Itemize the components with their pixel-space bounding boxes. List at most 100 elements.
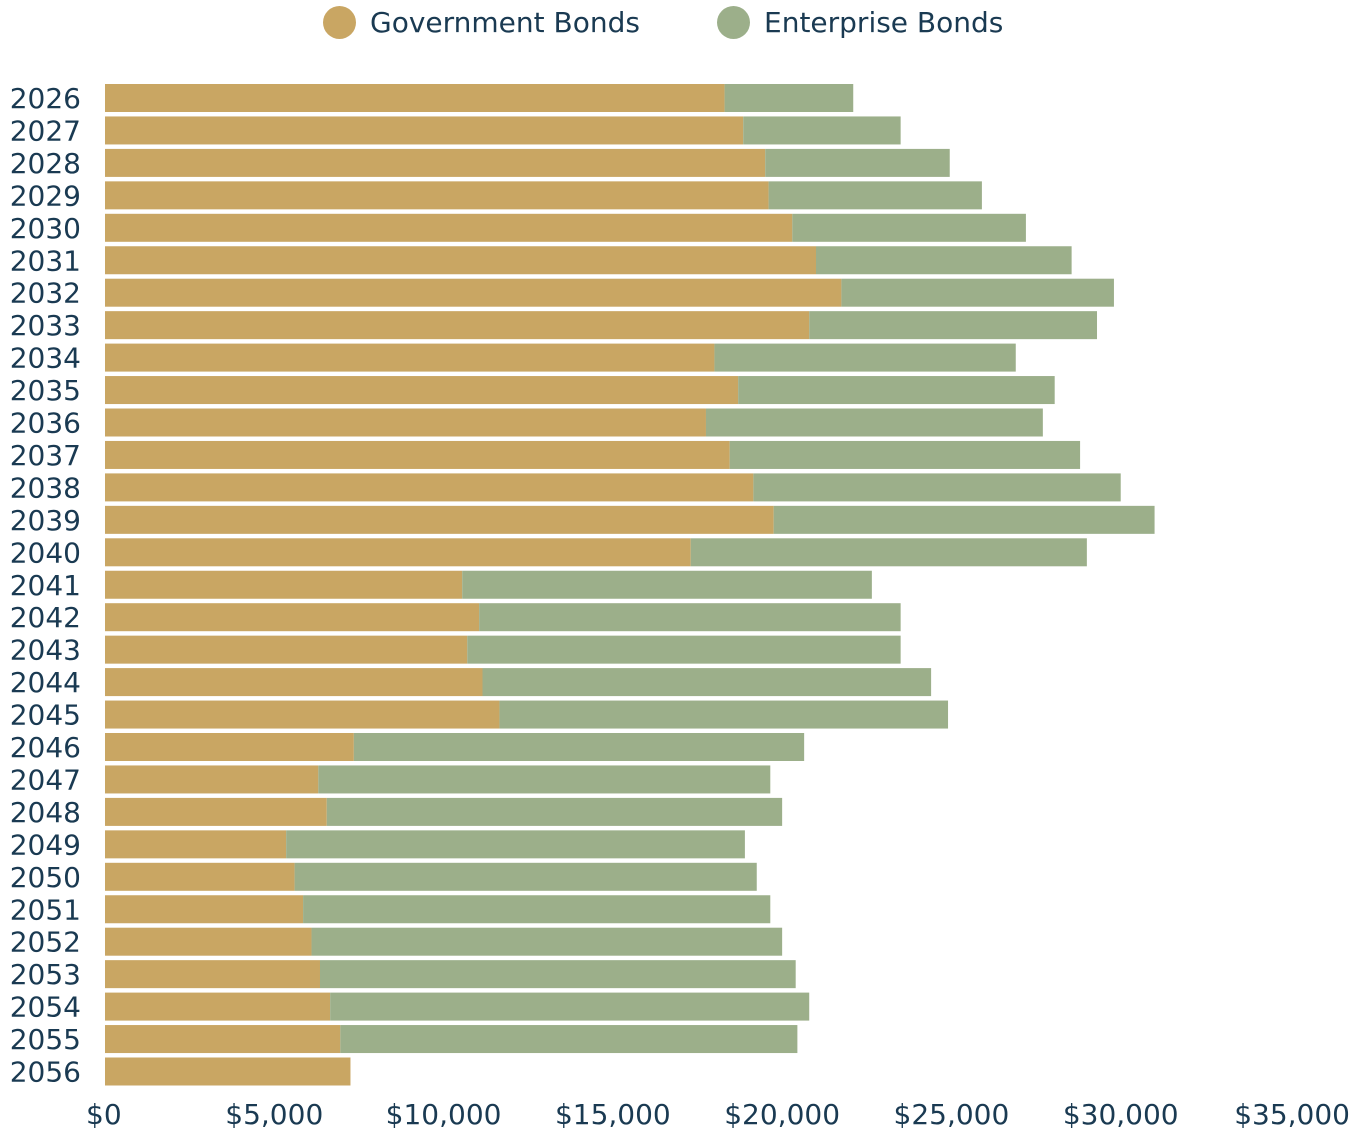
bar-government-2040 <box>105 538 691 567</box>
legend-swatch-enterprise-bonds <box>717 6 750 39</box>
bar-government-2053 <box>105 960 320 989</box>
y-tick-label: 2034 <box>10 342 81 375</box>
y-tick-label: 2055 <box>10 1023 81 1056</box>
bar-government-2030 <box>105 213 793 242</box>
legend-item-enterprise-bonds: Enterprise Bonds <box>717 6 1003 39</box>
bar-government-2052 <box>105 927 312 956</box>
bar-government-2045 <box>105 700 500 729</box>
y-tick-label: 2049 <box>10 828 81 861</box>
y-tick-label: 2050 <box>10 861 81 894</box>
bar-government-2028 <box>105 148 766 177</box>
bar-enterprise-2043 <box>467 635 901 664</box>
x-tick-label: $20,000 <box>724 1098 840 1131</box>
bar-government-2034 <box>105 343 715 372</box>
bar-government-2050 <box>105 862 295 891</box>
y-tick-label: 2056 <box>10 1056 81 1089</box>
y-tick-label: 2042 <box>10 601 81 634</box>
bar-government-2031 <box>105 246 816 275</box>
bar-government-2035 <box>105 376 739 405</box>
bar-enterprise-2054 <box>330 992 810 1021</box>
y-tick-label: 2028 <box>10 147 81 180</box>
y-tick-label: 2038 <box>10 471 81 504</box>
bar-government-2027 <box>105 116 744 145</box>
bar-enterprise-2027 <box>743 116 901 145</box>
bar-government-2039 <box>105 505 774 534</box>
bar-enterprise-2029 <box>768 181 982 210</box>
bars-layer <box>105 84 1155 1086</box>
bar-enterprise-2052 <box>311 927 783 956</box>
bar-government-2047 <box>105 765 319 794</box>
bar-enterprise-2036 <box>705 408 1043 437</box>
bar-enterprise-2035 <box>738 376 1055 405</box>
bar-enterprise-2046 <box>353 733 805 761</box>
bar-government-2037 <box>105 440 730 469</box>
bar-government-2042 <box>105 603 480 632</box>
y-tick-label: 2035 <box>10 374 81 407</box>
bar-government-2043 <box>105 635 468 664</box>
bar-enterprise-2031 <box>816 246 1072 275</box>
x-tick-label: $10,000 <box>386 1098 502 1131</box>
bar-government-2026 <box>105 84 725 112</box>
bar-enterprise-2034 <box>714 343 1016 372</box>
x-axis-labels: $0 $5,000 $10,000 $15,000 $20,000 $25,000 $30,… <box>86 1098 1350 1131</box>
bar-enterprise-2044 <box>482 668 932 697</box>
y-tick-label: 2051 <box>10 893 81 926</box>
y-tick-label: 2043 <box>10 634 81 667</box>
y-tick-label: 2029 <box>10 179 81 212</box>
x-tick-label: $30,000 <box>1063 1098 1179 1131</box>
bar-government-2051 <box>105 895 304 924</box>
bar-government-2046 <box>105 733 354 761</box>
y-tick-label: 2045 <box>10 699 81 732</box>
bar-enterprise-2050 <box>294 862 757 891</box>
x-tick-label: $15,000 <box>555 1098 671 1131</box>
y-tick-label: 2039 <box>10 504 81 537</box>
bar-enterprise-2037 <box>729 440 1081 469</box>
bar-enterprise-2028 <box>765 148 950 177</box>
y-tick-label: 2031 <box>10 244 81 277</box>
x-tick-label: $35,000 <box>1234 1098 1350 1131</box>
y-tick-label: 2026 <box>10 82 81 115</box>
bar-government-2049 <box>105 830 287 859</box>
bar-government-2056 <box>105 1057 351 1086</box>
bar-enterprise-2045 <box>499 700 949 729</box>
bar-government-2038 <box>105 473 754 502</box>
bar-enterprise-2030 <box>792 213 1026 242</box>
bar-government-2044 <box>105 668 483 697</box>
y-tick-label: 2046 <box>10 731 81 764</box>
bar-government-2033 <box>105 311 810 340</box>
bar-government-2032 <box>105 278 842 307</box>
bar-enterprise-2026 <box>724 84 854 112</box>
y-tick-label: 2047 <box>10 763 81 796</box>
y-tick-label: 2053 <box>10 958 81 991</box>
bar-enterprise-2047 <box>318 765 771 794</box>
bar-enterprise-2032 <box>841 278 1114 307</box>
y-tick-label: 2052 <box>10 926 81 959</box>
bar-government-2029 <box>105 181 769 210</box>
bar-enterprise-2053 <box>319 960 796 989</box>
x-tick-label: $0 <box>86 1098 122 1131</box>
y-tick-label: 2040 <box>10 536 81 569</box>
bar-enterprise-2038 <box>753 473 1121 502</box>
x-tick-label: $5,000 <box>225 1098 323 1131</box>
y-tick-label: 2032 <box>10 277 81 310</box>
bar-enterprise-2041 <box>462 570 872 599</box>
y-tick-label: 2036 <box>10 407 81 440</box>
bar-enterprise-2042 <box>479 603 901 632</box>
legend-label-enterprise-bonds: Enterprise Bonds <box>764 6 1004 39</box>
y-tick-label: 2027 <box>10 114 81 147</box>
x-tick-label: $25,000 <box>894 1098 1010 1131</box>
bar-government-2048 <box>105 797 327 826</box>
y-tick-label: 2033 <box>10 309 81 342</box>
bar-government-2036 <box>105 408 706 437</box>
y-tick-label: 2030 <box>10 212 81 245</box>
bar-enterprise-2040 <box>690 538 1087 567</box>
legend-item-government-bonds: Government Bonds <box>323 6 640 39</box>
bar-enterprise-2039 <box>773 505 1155 534</box>
legend-swatch-government-bonds <box>323 6 356 39</box>
bar-enterprise-2048 <box>326 797 783 826</box>
bar-enterprise-2049 <box>286 830 745 859</box>
legend: Government Bonds Enterprise Bonds <box>0 0 1365 48</box>
bar-enterprise-2033 <box>809 311 1098 340</box>
bar-government-2041 <box>105 570 463 599</box>
